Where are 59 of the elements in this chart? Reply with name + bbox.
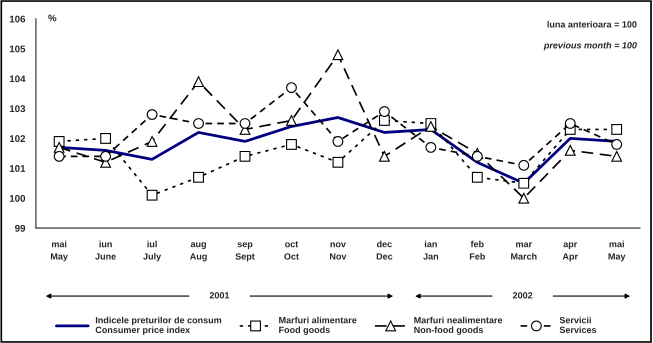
point <box>425 142 436 153</box>
point <box>425 121 436 132</box>
y-tick-label: 106 <box>10 16 26 22</box>
legend-label: Indicele preturilor de consum Consumer price index <box>96 316 222 335</box>
x-tick-label: feb Feb <box>470 240 485 260</box>
point <box>611 124 622 135</box>
point <box>146 190 158 201</box>
point <box>100 133 112 144</box>
y-tick-label: 103 <box>10 105 26 112</box>
point <box>472 150 483 162</box>
x-tick-label: oct Oct <box>284 241 299 260</box>
point <box>100 150 112 162</box>
legend-label: Marfuri alimentare Food goods <box>279 316 357 335</box>
point <box>54 150 65 162</box>
point <box>193 76 204 88</box>
point <box>332 156 344 168</box>
point <box>146 109 158 120</box>
point <box>286 82 297 94</box>
x-tick-label: iul July <box>143 240 162 262</box>
point <box>332 136 344 147</box>
x-tick-label: mai May <box>50 240 68 262</box>
legend-label: Marfuri nealimentare Non-food goods <box>414 316 502 335</box>
point <box>472 172 483 183</box>
x-tick-label: iun June <box>95 240 116 260</box>
x-tick-label: sep Sept <box>235 242 255 262</box>
x-tick-label: nov Nov <box>330 242 346 260</box>
point <box>240 118 250 129</box>
annotation: previous month = 100 <box>544 42 637 50</box>
y-tick-label: 105 <box>10 45 26 52</box>
point <box>193 172 204 183</box>
x-tick-label: mar March <box>511 242 537 260</box>
x-tick-label: mai May <box>608 240 626 262</box>
point <box>286 138 297 150</box>
text: 2002 <box>512 292 532 299</box>
point <box>518 178 530 189</box>
point <box>378 115 390 126</box>
y-tick-label: 99 <box>15 224 26 232</box>
annotation: luna anterioara = 100 <box>547 20 637 28</box>
x-tick-label: aug Aug <box>190 242 207 262</box>
point <box>611 138 622 150</box>
y-axis-title: % <box>48 14 56 22</box>
point <box>378 150 390 162</box>
point <box>146 136 158 147</box>
text: 2001 <box>210 292 230 299</box>
x-tick-label: dec Dec <box>376 240 392 260</box>
point <box>518 160 530 171</box>
y-tick-label: 101 <box>10 165 26 172</box>
point <box>564 118 576 129</box>
x-tick-label: apr Apr <box>562 242 578 262</box>
point <box>193 118 204 129</box>
point <box>564 144 576 156</box>
y-tick-label: 100 <box>10 194 26 202</box>
point <box>332 49 344 60</box>
legend-label: Servicii Services <box>560 316 596 334</box>
y-tick-label: 104 <box>10 75 26 82</box>
y-tick-label: 102 <box>10 135 26 142</box>
point <box>378 106 390 117</box>
point <box>240 150 250 162</box>
x-tick-label: ian Jan <box>423 240 438 260</box>
